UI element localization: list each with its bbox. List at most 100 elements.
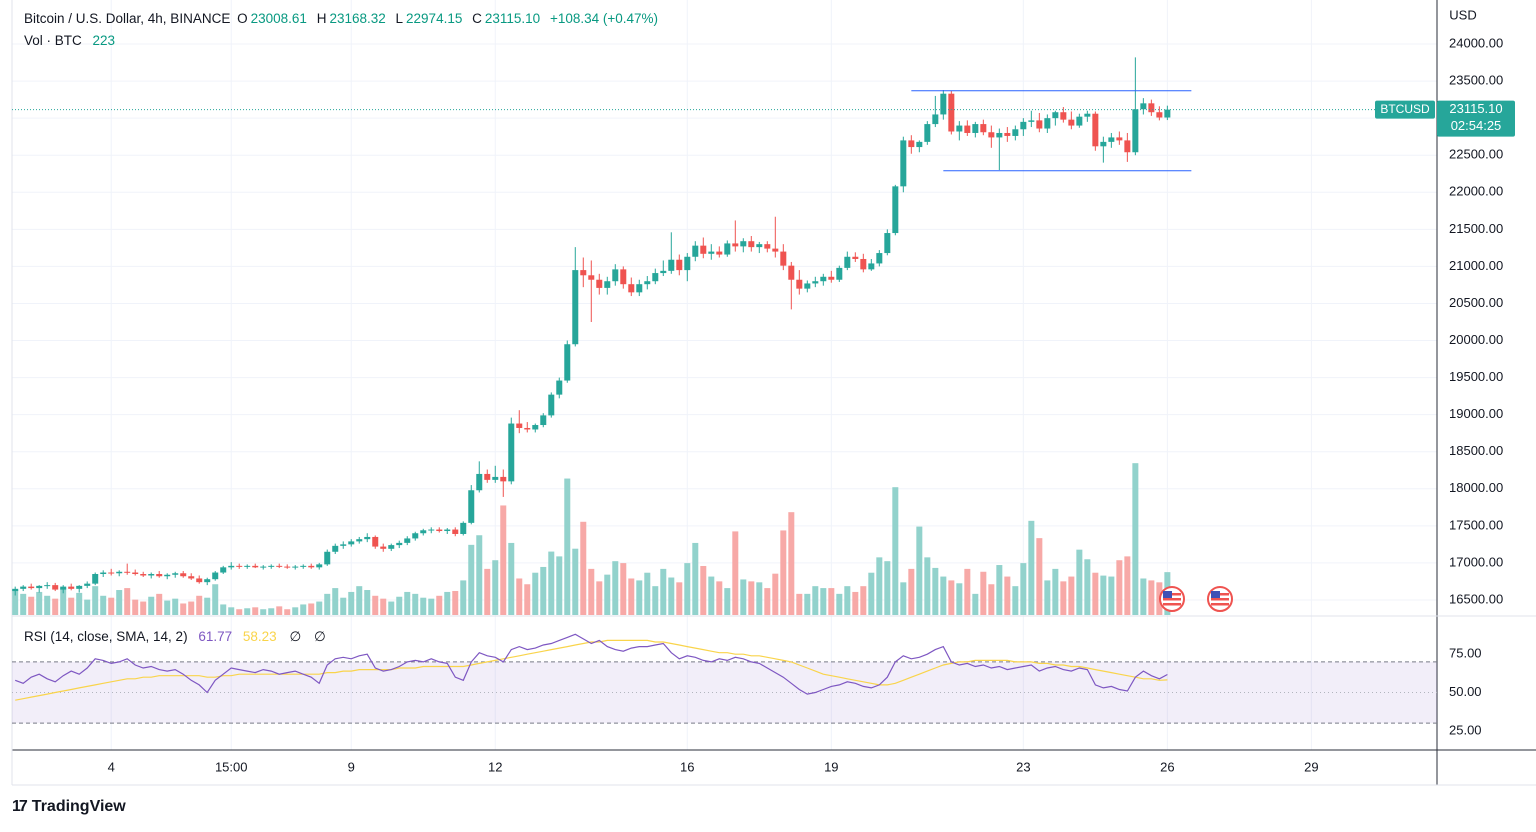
- volume-bar: [1044, 580, 1051, 615]
- volume-bar: [156, 593, 163, 615]
- volume-bar: [588, 568, 595, 615]
- candle-body: [692, 245, 699, 257]
- x-tick-label: 19: [824, 759, 838, 774]
- volume-bar: [652, 586, 659, 615]
- candle-body: [828, 276, 835, 280]
- volume-bar: [92, 586, 99, 615]
- event-flag[interactable]: [1159, 586, 1185, 612]
- volume-bar: [604, 574, 611, 615]
- candle-body: [36, 585, 43, 589]
- candle-body: [452, 529, 459, 534]
- volume-bar: [404, 591, 411, 615]
- volume-bar: [444, 591, 451, 615]
- candle-body: [372, 536, 379, 547]
- ohlc-value: 23115.10: [484, 11, 541, 26]
- candle-body: [156, 574, 163, 577]
- volume-bar: [324, 593, 331, 615]
- ohlc-label: O: [237, 11, 248, 26]
- volume-bar: [1004, 576, 1011, 615]
- volume-bar: [76, 592, 83, 615]
- volume-bar: [820, 588, 827, 615]
- candle-body: [948, 93, 955, 132]
- y-tick-label: 19000.00: [1449, 406, 1503, 421]
- candle-body: [236, 565, 243, 567]
- volume-bar: [812, 586, 819, 615]
- volume-bar: [308, 603, 315, 615]
- volume-bar: [916, 526, 923, 615]
- volume-bar: [900, 582, 907, 615]
- candle-body: [164, 574, 171, 577]
- candle-body: [484, 473, 491, 480]
- candle-body: [940, 93, 947, 115]
- volume-bar: [1132, 463, 1139, 615]
- candle-body: [1132, 109, 1139, 153]
- candle-body: [628, 284, 635, 293]
- candle-body: [932, 114, 939, 125]
- volume-bar: [524, 584, 531, 615]
- candle-body: [140, 574, 147, 576]
- volume-bar: [1076, 549, 1083, 615]
- candle-body: [76, 585, 83, 589]
- event-flag[interactable]: [1207, 586, 1233, 612]
- volume-bar: [396, 596, 403, 615]
- volume-bar: [12, 590, 19, 615]
- volume-bar: [220, 604, 227, 615]
- candle-body: [660, 270, 667, 274]
- candle-body: [468, 490, 475, 523]
- ohlc-label: L: [395, 11, 404, 26]
- volume-bar: [484, 568, 491, 615]
- y-tick-label: 17000.00: [1449, 554, 1503, 569]
- candle-body: [916, 141, 923, 148]
- volume-bar: [316, 601, 323, 615]
- candle-body: [60, 586, 67, 590]
- volume-bar: [1140, 578, 1147, 615]
- volume-bar: [1092, 572, 1099, 615]
- flag-stripe: [1163, 603, 1181, 606]
- candle-body: [1004, 132, 1011, 136]
- volume-bar: [836, 593, 843, 615]
- candle-body: [436, 529, 443, 532]
- candle-body: [868, 263, 875, 270]
- volume-bar: [180, 603, 187, 615]
- candle-body: [108, 572, 115, 574]
- candle-body: [988, 132, 995, 138]
- volume-bar: [716, 581, 723, 615]
- volume-bar: [292, 607, 299, 615]
- volume-bar: [228, 607, 235, 615]
- candle-body: [252, 565, 259, 568]
- volume-bar: [100, 595, 107, 615]
- volume-bar: [532, 572, 539, 615]
- candle-body: [980, 124, 987, 133]
- flag-stripe: [1163, 598, 1181, 601]
- candle-body: [588, 275, 595, 280]
- candle-body: [1020, 121, 1027, 130]
- volume-bar: [724, 588, 731, 615]
- candle-body: [212, 572, 219, 580]
- candle-body: [604, 281, 611, 288]
- volume-bar: [52, 598, 59, 615]
- candle-body: [196, 578, 203, 583]
- candle-body: [684, 256, 691, 271]
- candle-body: [492, 476, 499, 480]
- rsi-legend: RSI (14, close, SMA, 14, 2) 61.77 58.23 …: [24, 629, 329, 645]
- volume-bar: [204, 597, 211, 615]
- candle-body: [740, 241, 747, 247]
- volume-bar: [188, 601, 195, 615]
- volume-bar: [84, 599, 91, 615]
- volume-bar: [636, 580, 643, 615]
- candle-body: [908, 140, 915, 148]
- brand-logo[interactable]: 17 TradingView: [12, 798, 126, 815]
- candle-body: [508, 423, 515, 482]
- volume-bar: [892, 487, 899, 615]
- price-tag: 23115.10: [1449, 101, 1502, 116]
- volume-bar: [676, 582, 683, 615]
- candle-body: [1124, 140, 1131, 153]
- candle-body: [884, 233, 891, 254]
- volume-bar: [924, 557, 931, 615]
- candle-body: [1116, 137, 1123, 141]
- volume-bar: [68, 597, 75, 615]
- brand-name: TradingView: [31, 798, 126, 815]
- candle-body: [524, 427, 531, 430]
- candle-body: [132, 572, 139, 575]
